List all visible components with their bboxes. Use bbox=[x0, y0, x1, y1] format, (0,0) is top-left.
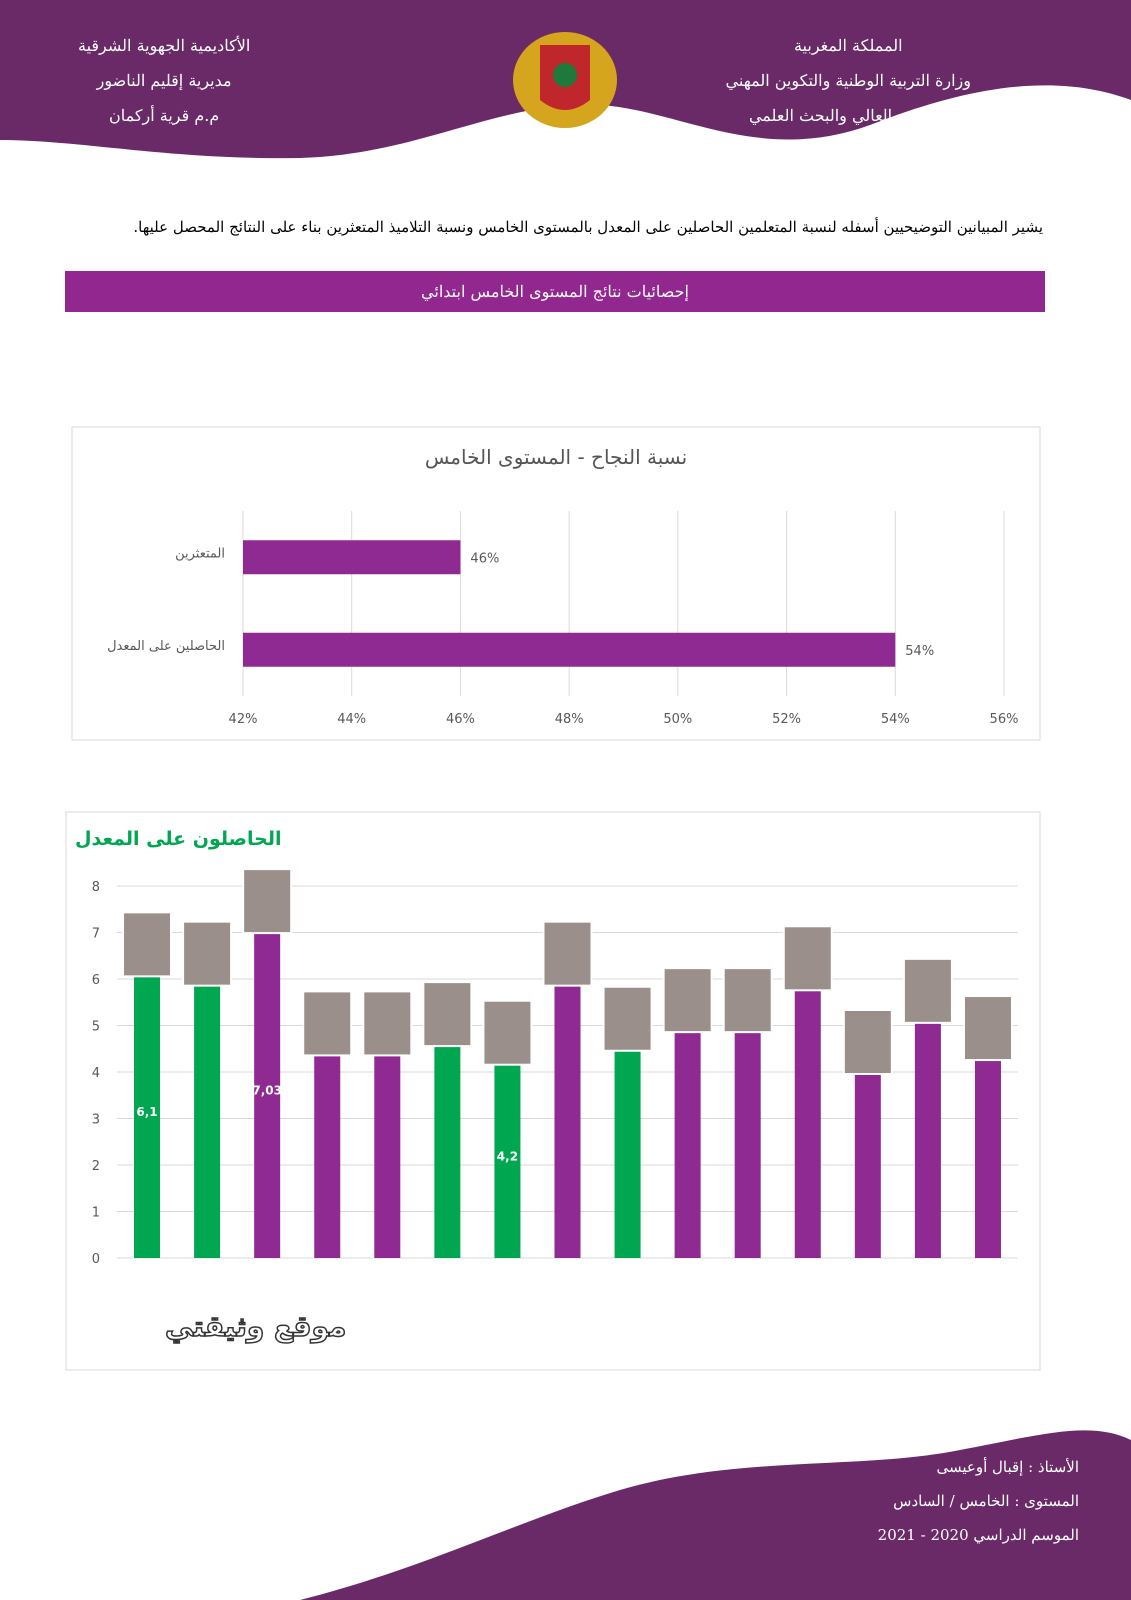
banner: إحصائيات نتائج المستوى الخامس ابتدائي bbox=[65, 271, 1045, 312]
bar bbox=[374, 1053, 401, 1258]
photo bbox=[602, 985, 653, 1052]
value-label: 6,1 bbox=[136, 1105, 157, 1119]
text: الأستاذ : إقبال أوعيسى bbox=[936, 1458, 1079, 1476]
value-label: 54% bbox=[905, 644, 934, 659]
watermark: موقع وثيقتي bbox=[164, 1309, 347, 1344]
x-tick-label: 44% bbox=[337, 712, 366, 727]
photo bbox=[662, 967, 713, 1034]
bar bbox=[254, 931, 281, 1258]
intro: يشير المبيانين التوضيحيين أسفله لنسبة ال… bbox=[133, 218, 1043, 236]
bar bbox=[314, 1053, 341, 1258]
text: مديرية إقليم الناضور bbox=[96, 71, 232, 90]
footer-band bbox=[300, 1430, 1131, 1600]
x-tick-label: 42% bbox=[229, 712, 258, 727]
text: والتعليم العالي والبحث العلمي bbox=[748, 106, 948, 125]
bar bbox=[554, 983, 581, 1258]
photo bbox=[302, 990, 353, 1057]
chart-title: الحاصلون على المعدل bbox=[75, 828, 281, 850]
x-tick-label: 48% bbox=[555, 712, 584, 727]
y-tick-label: الحاصلين على المعدل bbox=[107, 639, 225, 654]
x-tick-label: 50% bbox=[663, 712, 692, 727]
x-tick-label: 56% bbox=[990, 712, 1019, 727]
y-tick-label: 1 bbox=[92, 1206, 100, 1221]
chart-frame bbox=[71, 426, 1041, 741]
value-label: 7,03 bbox=[252, 1084, 282, 1098]
bar bbox=[974, 1058, 1001, 1258]
bar bbox=[914, 1020, 941, 1258]
y-tick-label: 8 bbox=[92, 880, 100, 895]
text: المستوى : الخامس / السادس bbox=[893, 1492, 1079, 1510]
x-tick-label: 52% bbox=[772, 712, 801, 727]
bar bbox=[434, 1044, 461, 1258]
x-tick-label: 54% bbox=[881, 712, 910, 727]
bar bbox=[734, 1030, 761, 1258]
chart: الحاصلون على المعدل 0 1 2 3 4 5 6 7 8 6,1 7,03 4,2 bbox=[65, 811, 1041, 1371]
y-tick-label: 2 bbox=[92, 1159, 100, 1174]
bar bbox=[243, 540, 461, 575]
bar bbox=[243, 632, 896, 667]
photo bbox=[122, 911, 173, 978]
y-tick-label: 5 bbox=[92, 1020, 100, 1035]
y-tick-label: 4 bbox=[92, 1066, 100, 1081]
header-left: الأكاديمية الجهوية الشرقية مديرية إقليم ا… bbox=[78, 28, 250, 133]
bar bbox=[134, 974, 161, 1258]
text: المملكة المغربية bbox=[793, 36, 903, 55]
y-tick-label: 6 bbox=[92, 973, 100, 988]
y-tick-label: 3 bbox=[92, 1113, 100, 1128]
footer: الأستاذ : إقبال أوعيسى المستوى : الخامس /… bbox=[878, 1450, 1079, 1552]
photo bbox=[782, 925, 833, 992]
photo bbox=[962, 995, 1013, 1062]
photo bbox=[902, 957, 953, 1024]
text: وزارة التربية الوطنية والتكوين المهني bbox=[725, 71, 971, 90]
bar bbox=[854, 1072, 881, 1258]
x-tick-label: 46% bbox=[446, 712, 475, 727]
value-label: 4,2 bbox=[497, 1149, 518, 1163]
text: م.م قرية أركمان bbox=[109, 106, 220, 125]
bar bbox=[494, 1062, 521, 1258]
photo bbox=[722, 967, 773, 1034]
photo bbox=[842, 1009, 893, 1075]
y-tick-label: 7 bbox=[92, 927, 100, 942]
y-tick-label: المتعثرين bbox=[175, 546, 225, 561]
bar bbox=[794, 988, 821, 1258]
text: الموسم الدراسي 2020 - 2021 bbox=[877, 1526, 1079, 1544]
photo bbox=[482, 999, 533, 1066]
photo bbox=[182, 920, 233, 987]
photo bbox=[362, 990, 413, 1057]
emblem bbox=[513, 32, 617, 128]
value-label: 46% bbox=[470, 551, 499, 566]
bar bbox=[674, 1030, 701, 1258]
chart-title: نسبة النجاح - المستوى الخامس bbox=[425, 445, 687, 469]
bar bbox=[194, 983, 221, 1258]
photo bbox=[542, 920, 593, 987]
y-tick-label: 0 bbox=[92, 1252, 100, 1267]
chart: نسبة النجاح - المستوى الخامس 42% 44% 46% 48%… bbox=[71, 426, 1041, 741]
header-right: المملكة المغربية وزارة التربية الوطنية وا… bbox=[726, 28, 971, 133]
text: الأكاديمية الجهوية الشرقية bbox=[78, 36, 251, 55]
photo bbox=[422, 981, 473, 1048]
photo bbox=[242, 868, 293, 935]
bar bbox=[614, 1048, 641, 1258]
